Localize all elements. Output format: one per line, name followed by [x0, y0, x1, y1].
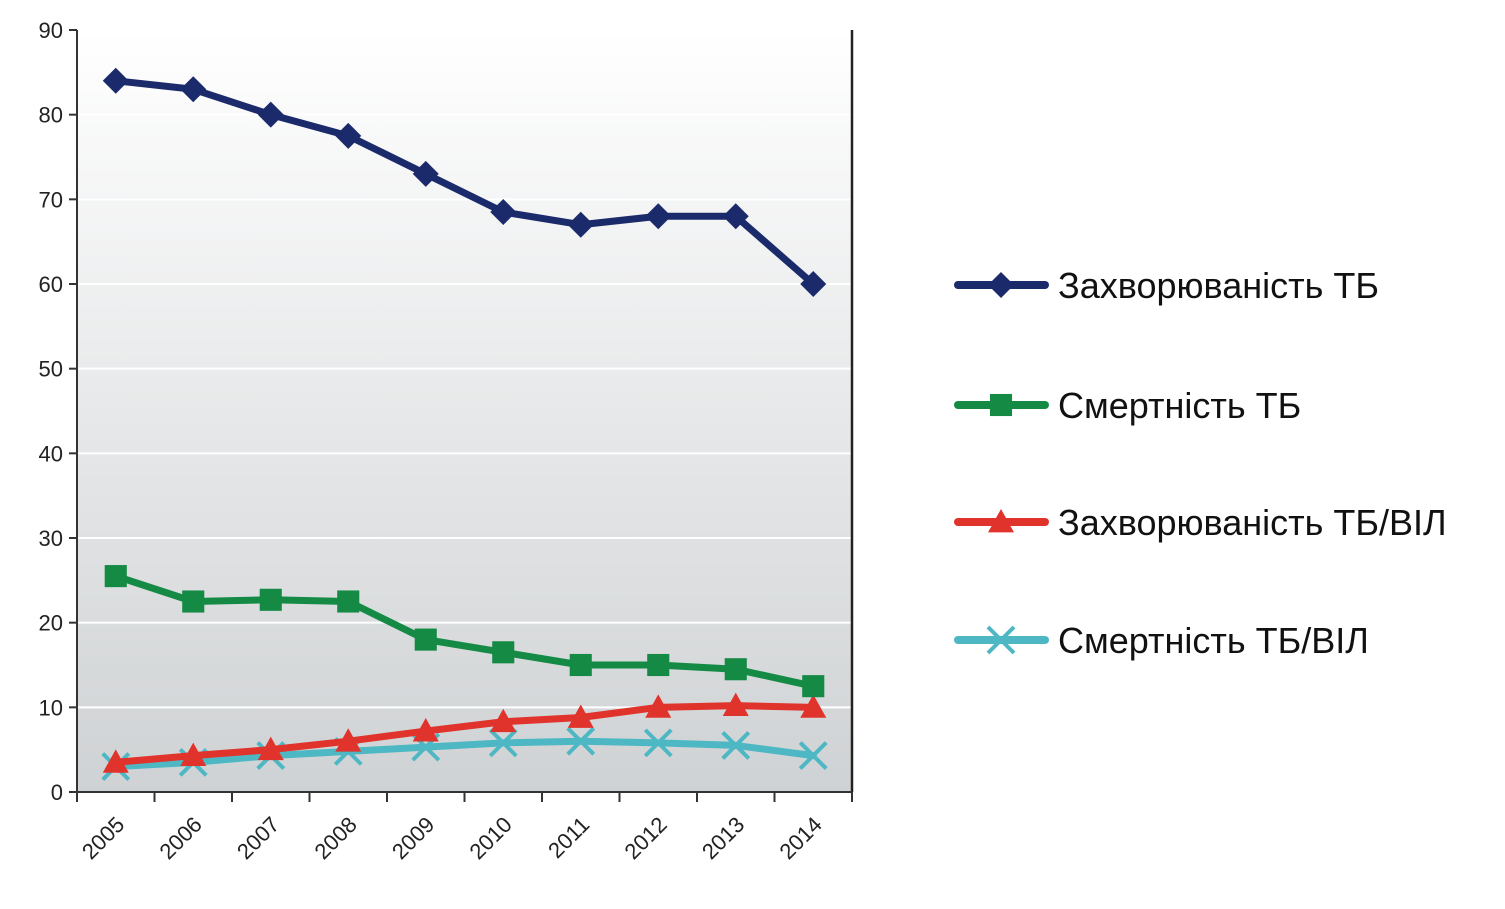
y-tick-label: 30: [39, 526, 63, 551]
legend: Захворюваність ТБ Смертність ТБ Захворюван…: [954, 265, 1447, 661]
series-4-point: [488, 728, 518, 758]
x-tick-label: 2006: [154, 812, 206, 864]
series-3-point: [645, 694, 672, 718]
x-axis-ticks: 2005 2006 2007 2008 2009 2010 2011 2012 2013 2014: [76, 792, 853, 864]
y-tick-label: 60: [39, 272, 63, 297]
series-1-point: [335, 122, 362, 149]
series-1-point: [257, 101, 284, 128]
series-4-point: [643, 728, 673, 758]
series-3-point: [722, 692, 749, 717]
legend-item: Захворюваність ТБ/ВІЛ: [954, 502, 1447, 543]
x-tick-label: 2009: [387, 812, 439, 864]
series-3-point: [800, 694, 827, 718]
series-2-point: [259, 588, 282, 611]
legend-swatch-marker: [989, 393, 1013, 417]
series-4-point: [798, 741, 828, 771]
series-3-point: [567, 704, 594, 728]
series-2-line: [112, 572, 817, 690]
y-tick-label: 80: [39, 103, 63, 128]
x-tick-label: 2011: [543, 812, 594, 863]
series-1-point: [102, 67, 129, 94]
legend-label: Захворюваність ТБ: [1058, 265, 1379, 306]
series-3-point: [102, 749, 129, 773]
y-axis-ticks: 0 10 20 30 40 50 60 70 80 90: [39, 18, 77, 805]
series-2-point: [724, 658, 747, 681]
y-tick-label: 40: [39, 441, 63, 466]
series-2: [104, 565, 825, 698]
x-tick-label: 2010: [464, 812, 516, 864]
series-4: [101, 726, 828, 782]
series-1-point: [800, 271, 827, 297]
series-2-point: [182, 590, 205, 613]
legend-swatch-marker: [988, 272, 1014, 298]
y-tick-label: 10: [39, 695, 63, 720]
series-4-point: [566, 726, 596, 756]
series-3: [102, 692, 827, 773]
series-2-point: [569, 653, 592, 677]
series-2-point: [647, 653, 670, 677]
series-1-point: [490, 199, 517, 226]
legend-item: Захворюваність ТБ: [954, 265, 1379, 306]
x-tick-label: 2013: [697, 812, 749, 864]
x-tick-label: 2005: [77, 812, 129, 864]
series-2-point: [104, 565, 127, 588]
series-3-point: [490, 708, 517, 733]
x-tick-label: 2008: [309, 812, 361, 864]
series-1-point: [567, 211, 594, 238]
gridlines: [77, 29, 852, 709]
y-tick-label: 20: [39, 611, 63, 636]
series-lines: [101, 67, 828, 782]
plot-area: [77, 30, 852, 792]
series-4-point: [721, 731, 751, 760]
series-1: [102, 67, 827, 297]
x-tick-label: 2012: [619, 812, 671, 864]
legend-item: Смертність ТБ/ВІЛ: [954, 620, 1369, 661]
legend-label: Смертність ТБ: [1058, 385, 1301, 426]
series-1-point: [180, 76, 207, 103]
y-tick-label: 0: [51, 780, 63, 805]
series-3-point: [257, 736, 284, 761]
legend-swatch-marker: [986, 625, 1016, 655]
y-tick-label: 90: [39, 18, 63, 43]
legend-label: Захворюваність ТБ/ВІЛ: [1058, 502, 1447, 543]
x-tick-label: 2014: [774, 812, 826, 864]
series-3-point: [412, 718, 439, 742]
legend-item: Смертність ТБ: [954, 385, 1301, 426]
series-2-point: [337, 590, 360, 613]
series-4-line: [112, 737, 817, 771]
series-3-line: [112, 702, 817, 766]
series-2-point: [414, 628, 437, 651]
y-tick-label: 50: [39, 357, 63, 382]
series-1-point: [412, 160, 439, 187]
series-3-point: [335, 728, 362, 752]
series-2-point: [492, 641, 515, 664]
series-3-point: [180, 742, 207, 766]
legend-label: Смертність ТБ/ВІЛ: [1058, 620, 1369, 661]
series-1-point: [645, 203, 672, 230]
series-1-point: [722, 203, 749, 230]
y-tick-label: 70: [39, 187, 63, 212]
legend-swatch-marker: [988, 509, 1014, 533]
x-tick-label: 2007: [232, 812, 284, 864]
series-1-line: [112, 77, 817, 288]
series-2-point: [802, 675, 825, 698]
